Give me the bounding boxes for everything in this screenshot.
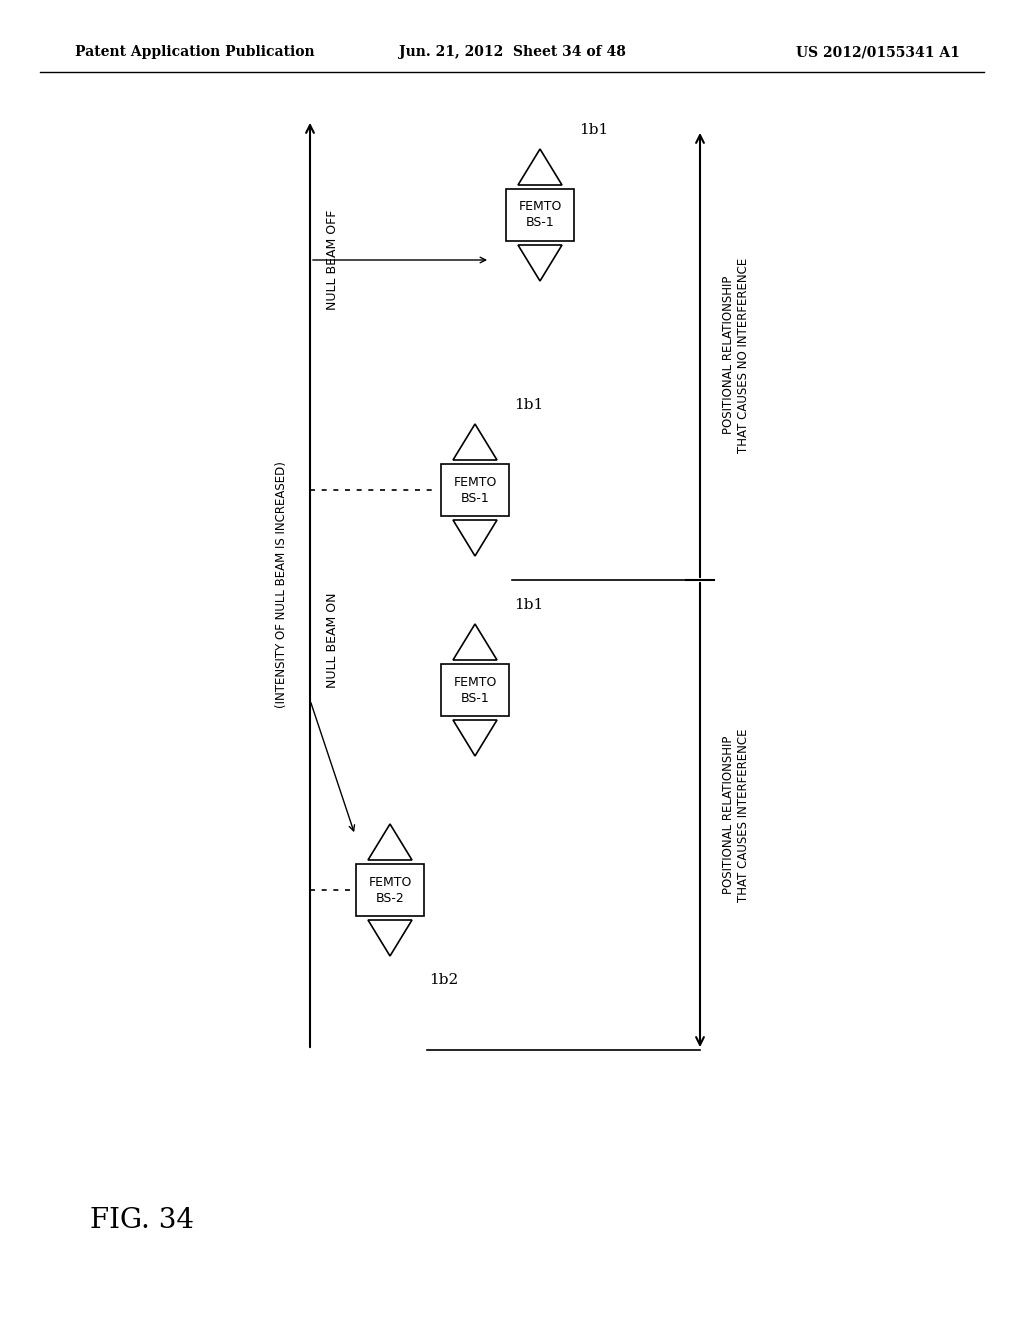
Text: Patent Application Publication: Patent Application Publication bbox=[75, 45, 314, 59]
Bar bbox=[441, 664, 509, 715]
Bar bbox=[506, 189, 574, 242]
Text: Jun. 21, 2012  Sheet 34 of 48: Jun. 21, 2012 Sheet 34 of 48 bbox=[398, 45, 626, 59]
Bar bbox=[441, 465, 509, 516]
Text: 1b2: 1b2 bbox=[429, 973, 459, 987]
Text: 1b1: 1b1 bbox=[579, 123, 608, 137]
Text: 1b1: 1b1 bbox=[514, 399, 544, 412]
Text: FEMTO
BS-1: FEMTO BS-1 bbox=[518, 201, 562, 230]
Text: US 2012/0155341 A1: US 2012/0155341 A1 bbox=[796, 45, 961, 59]
Text: NULL BEAM OFF: NULL BEAM OFF bbox=[326, 210, 339, 310]
Text: POSITIONAL RELATIONSHIP
THAT CAUSES NO INTERFERENCE: POSITIONAL RELATIONSHIP THAT CAUSES NO I… bbox=[722, 257, 750, 453]
Text: POSITIONAL RELATIONSHIP
THAT CAUSES INTERFERENCE: POSITIONAL RELATIONSHIP THAT CAUSES INTE… bbox=[722, 729, 750, 902]
Text: FIG. 34: FIG. 34 bbox=[90, 1206, 194, 1233]
Text: FEMTO
BS-2: FEMTO BS-2 bbox=[369, 875, 412, 904]
Bar bbox=[356, 865, 424, 916]
Text: (INTENSITY OF NULL BEAM IS INCREASED): (INTENSITY OF NULL BEAM IS INCREASED) bbox=[275, 462, 289, 709]
Text: NULL BEAM ON: NULL BEAM ON bbox=[326, 593, 339, 688]
Text: 1b1: 1b1 bbox=[514, 598, 544, 612]
Text: FEMTO
BS-1: FEMTO BS-1 bbox=[454, 475, 497, 504]
Text: FEMTO
BS-1: FEMTO BS-1 bbox=[454, 676, 497, 705]
